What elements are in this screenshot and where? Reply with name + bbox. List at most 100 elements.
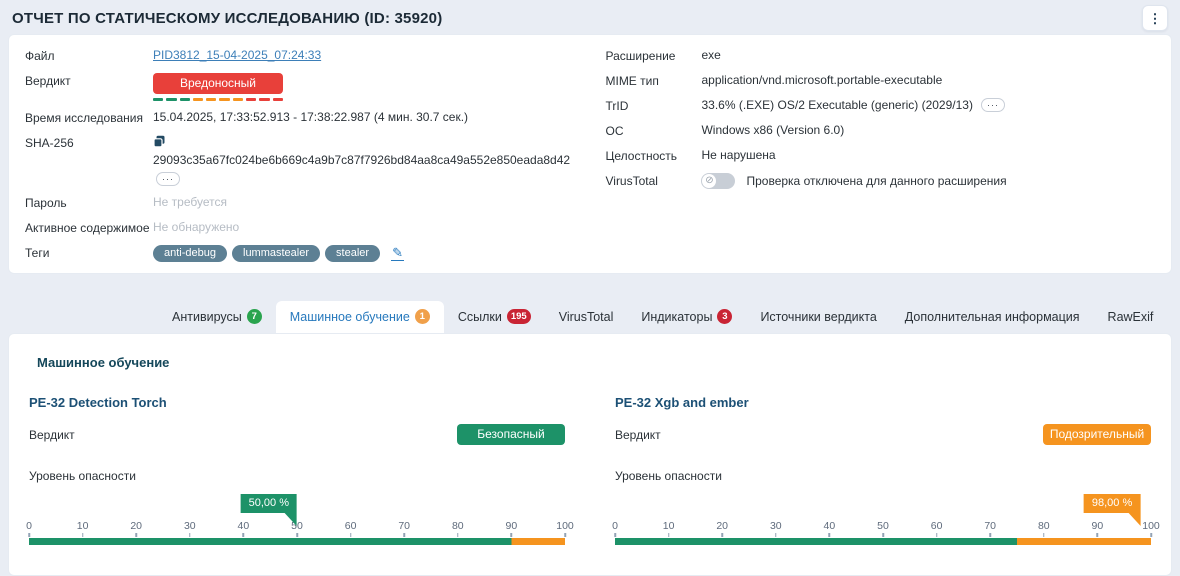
scale-tick — [564, 533, 566, 537]
verdict-dash — [192, 98, 204, 101]
info-row: Вердикт Вредоносный — [25, 73, 585, 101]
scale-tick-label: 10 — [76, 520, 89, 532]
verdict-dash — [153, 98, 164, 101]
model-verdict-badge: Безопасный — [457, 424, 565, 445]
tab-индикаторы[interactable]: Индикаторы 3 — [627, 301, 746, 333]
scale-tick-label: 90 — [505, 520, 518, 532]
field-value: exe — [701, 48, 1155, 62]
scale-bar — [615, 538, 1151, 545]
scale-tick-label: 20 — [716, 520, 729, 532]
verdict-label: Вердикт — [615, 427, 661, 442]
field-label: Активное содержимое — [25, 221, 150, 235]
scale-tick — [510, 533, 513, 537]
verdict-row: Вердикт Безопасный — [29, 424, 565, 445]
scale-tick — [296, 533, 298, 537]
field-value-text: Windows x86 (Version 6.0) — [701, 123, 845, 137]
verdict-dash — [206, 98, 217, 101]
scale-tick — [667, 533, 670, 537]
file-info-left-column: Файл PID3812_15-04-2025_07:24:33 Вердикт Вр… — [25, 48, 585, 262]
scale-tick — [935, 533, 938, 537]
verdict-dash — [179, 98, 190, 101]
field-label: Целостность — [605, 149, 677, 163]
model-verdict-badge: Подозрительный — [1043, 424, 1151, 445]
kebab-menu-button[interactable]: ⋮ — [1142, 5, 1168, 31]
sha256-value: 29093c35a67fc024be6b669c4a9b7c87f7926bd8… — [153, 153, 571, 167]
toggle-knob: ⊘ — [702, 174, 717, 188]
scale-tick-label: 10 — [662, 520, 675, 532]
edit-tags-button[interactable]: ✎ — [391, 246, 404, 261]
tab-антивирусы[interactable]: Антивирусы 7 — [158, 301, 276, 333]
field-value-text: 15.04.2025, 17:33:52.913 - 17:38:22.987 … — [153, 110, 469, 124]
danger-scale: 0 10 20 30 40 50 60 70 80 90 100 50,00 % — [26, 492, 574, 545]
tag-pill: anti-debug — [153, 245, 227, 262]
field-label: Файл — [25, 49, 55, 63]
kebab-menu-icon: ⋮ — [1148, 10, 1162, 26]
model-card: PE-32 Detection Torch Вердикт Безопасный Ур… — [26, 395, 574, 545]
scale-tick — [242, 533, 245, 537]
field-value-muted: Не требуется — [153, 195, 227, 209]
danger-level-label: Уровень опасности — [615, 469, 722, 483]
tab-дополнительная-информация[interactable]: Дополнительная информация — [891, 302, 1094, 333]
tag-pill: lummastealer — [232, 245, 321, 262]
field-label: MIME тип — [605, 74, 659, 88]
scale-tick-labels: 0 10 20 30 40 50 60 70 80 90 100 — [26, 520, 574, 533]
field-value: Не нарушена — [701, 148, 1155, 162]
field-value: anti-debug lummastealer stealer ✎ — [153, 245, 585, 262]
tab-машинное-обучение[interactable]: Машинное обучение 1 — [275, 301, 444, 333]
tab-ссылки[interactable]: Ссылки 195 — [444, 301, 545, 333]
info-row: Время исследования 15.04.2025, 17:33:52.9… — [25, 110, 585, 126]
field-label: Вердикт — [25, 74, 71, 88]
tab-label: Ссылки — [457, 309, 502, 324]
scale-tick — [81, 533, 84, 537]
field-value-text: application/vnd.microsoft.portable-execu… — [701, 73, 943, 87]
virustotal-toggle[interactable]: ⊘ — [701, 173, 736, 189]
field-label: Пароль — [25, 196, 67, 210]
model-name: PE-32 Detection Torch — [29, 395, 167, 410]
more-button[interactable]: ··· — [156, 172, 180, 186]
scale-ticks — [614, 533, 1152, 538]
scale-tick — [135, 533, 137, 537]
tab-label: Источники вердикта — [760, 310, 877, 324]
field-value-text: exe — [701, 48, 721, 62]
scale-tick — [1096, 533, 1099, 537]
tab-label: Антивирусы — [172, 309, 242, 324]
danger-level-label: Уровень опасности — [29, 469, 136, 483]
verdict-row: Вердикт Подозрительный — [615, 424, 1151, 445]
trid-value: 33.6% (.EXE) OS/2 Executable (generic) (… — [701, 98, 973, 112]
tab-источники-вердикта[interactable]: Источники вердикта — [746, 302, 890, 333]
verdict-label: Вердикт — [29, 427, 75, 442]
copy-icon[interactable] — [153, 135, 166, 148]
info-row: MIME тип application/vnd.microsoft.portab… — [605, 73, 1155, 89]
scale-tick — [721, 533, 723, 537]
ml-content-card: Машинное обучение PE-32 Detection Torch В… — [8, 333, 1172, 576]
report-header: ОТЧЕТ ПО СТАТИЧЕСКОМУ ИССЛЕДОВАНИЮ (ID: … — [0, 0, 1180, 34]
field-value: application/vnd.microsoft.portable-execu… — [701, 73, 1155, 87]
info-row: SHA-256 29093c35a67fc024be6b669c4a9b7c87f… — [25, 135, 585, 186]
field-label: ОС — [605, 124, 624, 138]
tab-rawexif[interactable]: RawExif — [1094, 302, 1168, 333]
info-row: Целостность Не нарушена — [605, 148, 1155, 164]
more-button[interactable]: ··· — [980, 98, 1005, 112]
field-value: Windows x86 (Version 6.0) — [701, 123, 1155, 137]
verdict-dash — [246, 98, 257, 101]
scale-tick-label: 100 — [1142, 520, 1160, 532]
tabs-bar: Антивирусы 7 Машинное обучение 1 Ссылки 195 Vi… — [0, 301, 1180, 333]
scale-tick — [828, 533, 831, 537]
scale-tick-label: 80 — [451, 520, 464, 532]
scale-tick-label: 50 — [877, 520, 889, 532]
page-title: ОТЧЕТ ПО СТАТИЧЕСКОМУ ИССЛЕДОВАНИЮ (ID: … — [12, 9, 443, 27]
scale-tick-label: 70 — [984, 520, 997, 532]
scale-tick — [457, 533, 459, 537]
score-flag: 98,00 % — [1083, 494, 1141, 526]
field-label: Время исследования — [25, 111, 143, 125]
tab-virustotal[interactable]: VirusTotal — [545, 302, 628, 333]
toggle-status-text: Проверка отключена для данного расширени… — [746, 174, 1007, 188]
file-name-link[interactable]: PID3812_15-04-2025_07:24:33 — [153, 48, 322, 62]
field-value: 33.6% (.EXE) OS/2 Executable (generic) (… — [701, 98, 1155, 112]
scale-tick — [614, 533, 616, 537]
scale-tick-label: 30 — [769, 520, 782, 532]
scale-tick — [775, 533, 777, 537]
tab-badge: 3 — [717, 309, 733, 324]
info-row: VirusTotal ⊘ Проверка отключена для данног… — [605, 173, 1155, 189]
scale-tick — [189, 533, 191, 537]
